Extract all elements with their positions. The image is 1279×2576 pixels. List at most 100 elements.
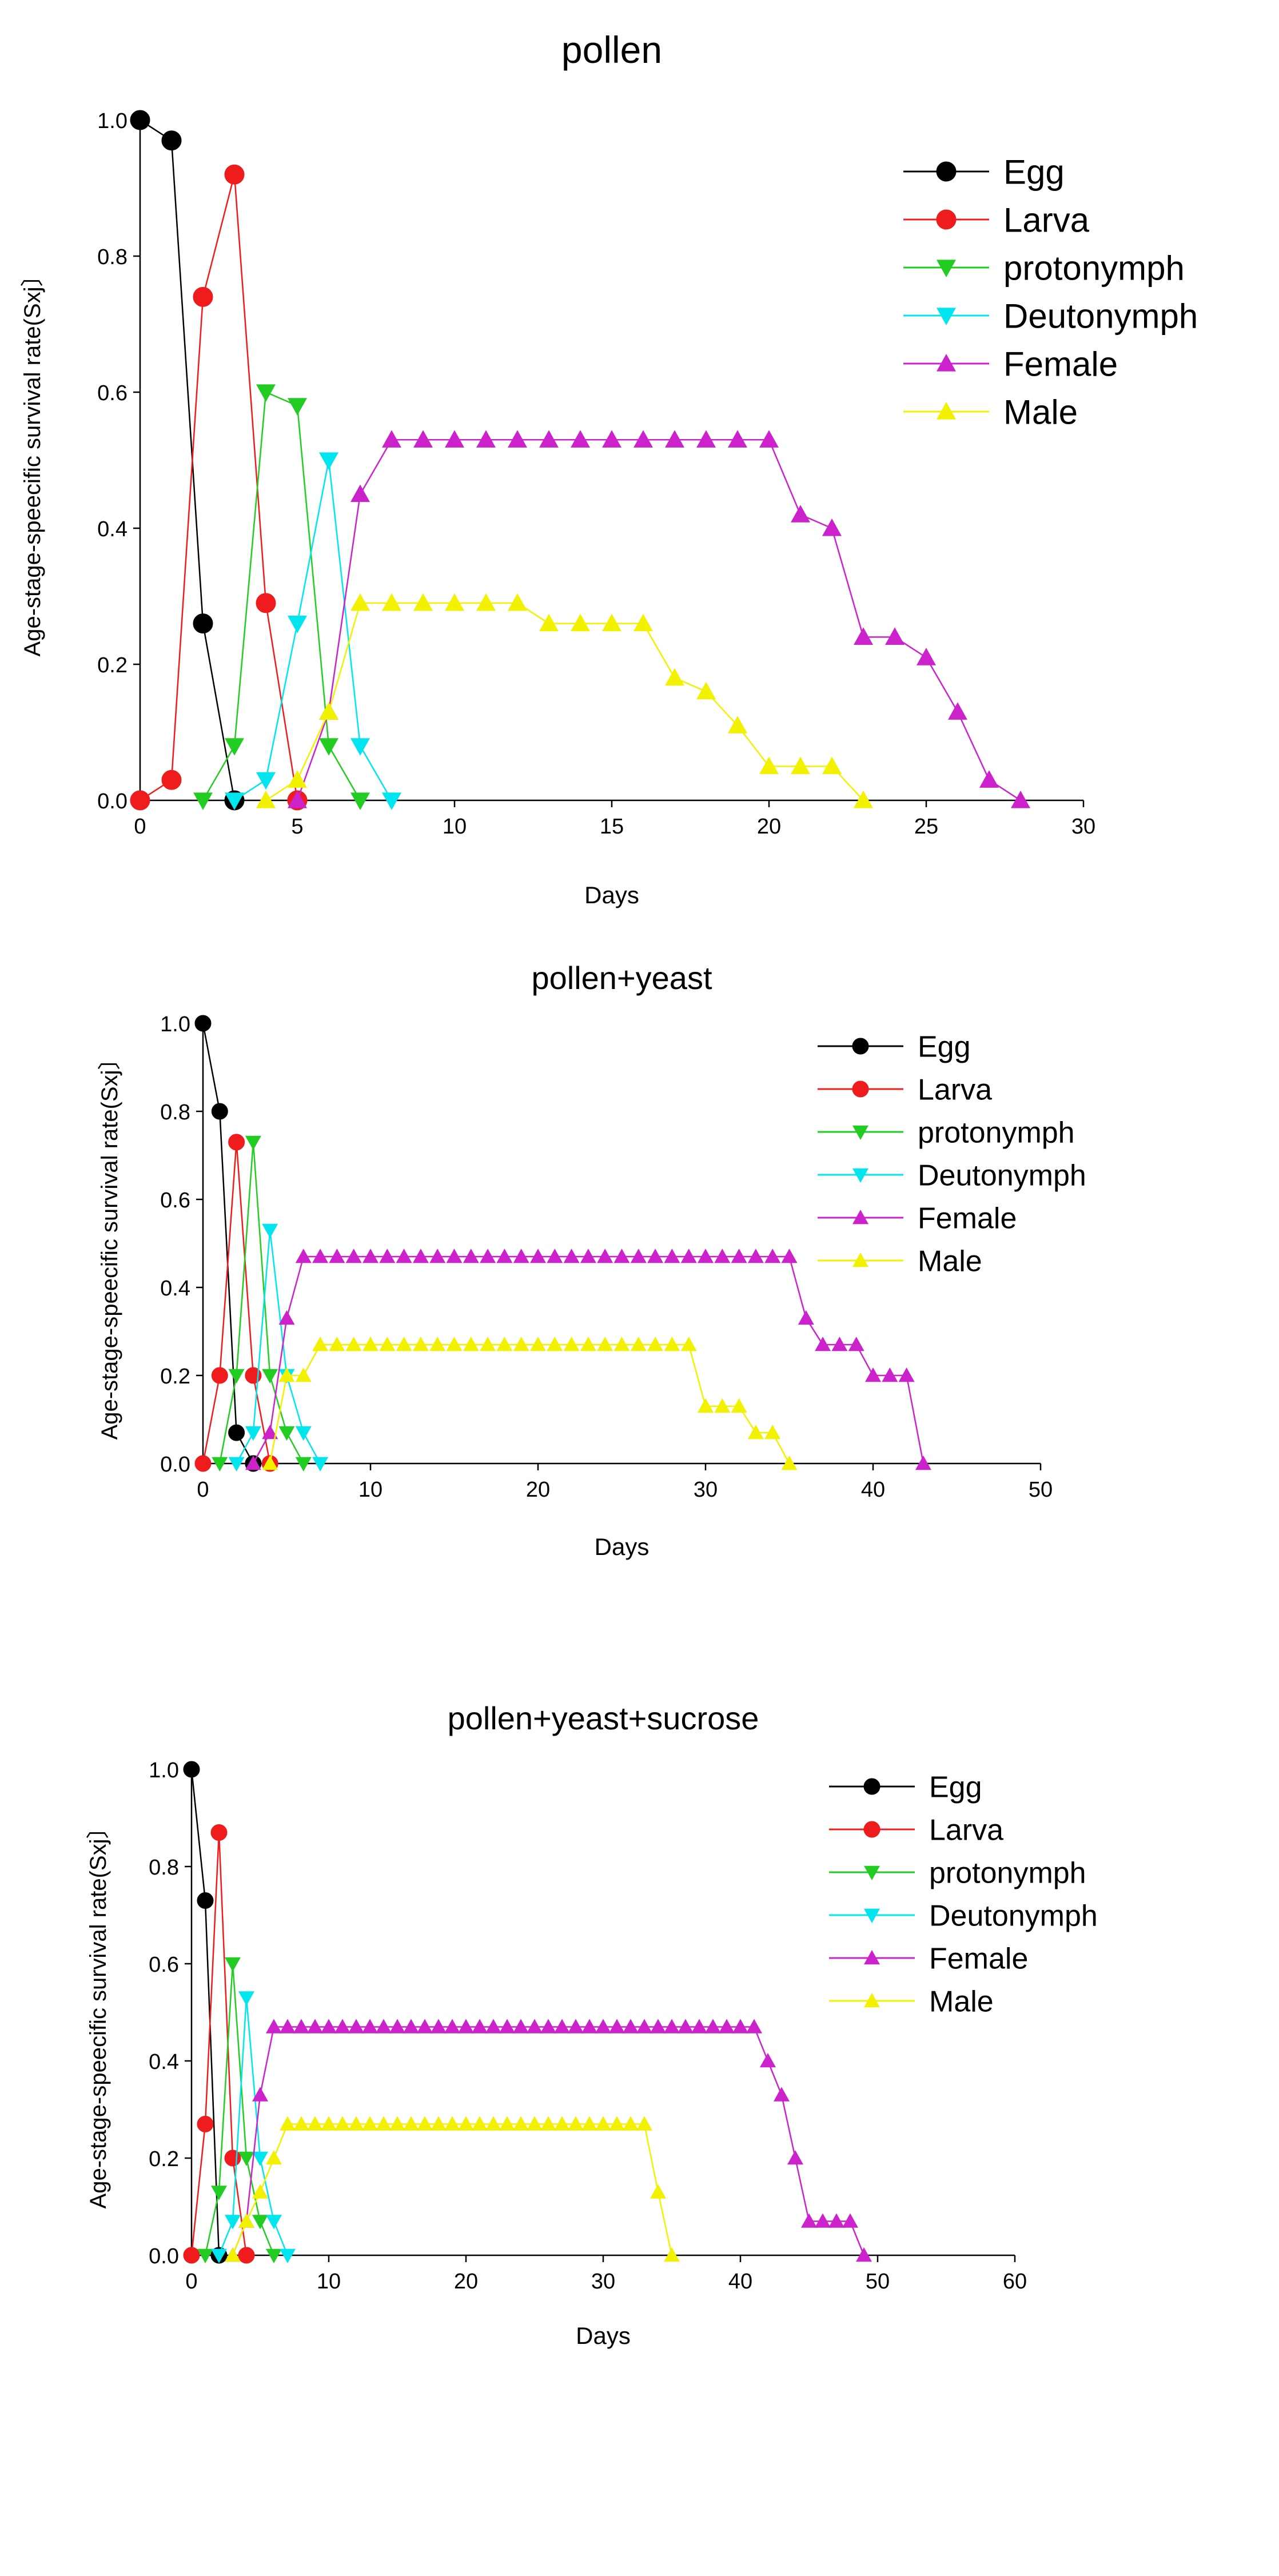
panel-3-point-female — [595, 2019, 611, 2033]
panel-3-y-label: Age-stage-speecific survival rate(Sxj〕 — [86, 1816, 111, 2209]
panel-1-y-label: Age-stage-speecific survival rate(Sxj〕 — [20, 264, 45, 657]
panel-3-point-female — [252, 2087, 268, 2102]
panel-2-point-male — [664, 1337, 680, 1351]
panel-1-legend-marker — [937, 308, 956, 325]
panel-1-point-larva — [130, 790, 150, 811]
panel-1-point-female — [948, 702, 967, 720]
panel-1: pollen 0.0 0.2 0.4 0.6 0.8 1.0 0 5 10 15 20 25 30 Days… — [20, 29, 1198, 908]
panel-1-series-larva — [130, 164, 308, 811]
panel-2-series-protonymph — [212, 1135, 312, 1472]
panel-2-point-female — [630, 1249, 647, 1263]
panel-1-point-male — [413, 593, 433, 611]
panel-1-point-male — [539, 613, 559, 632]
panel-1-series-deutonymph — [225, 452, 401, 810]
panel-1-line-larva — [140, 174, 298, 801]
panel-1-y-tick-label: 0.0 — [97, 789, 127, 814]
panel-2-point-female — [647, 1249, 664, 1263]
panel-1-x-label: Days — [584, 882, 639, 908]
panel-1-line-female — [296, 439, 1021, 801]
panel-1-point-male — [288, 770, 307, 788]
panel-2-point-female — [396, 1249, 412, 1263]
panel-3-point-female — [705, 2019, 721, 2033]
panel-1-point-female — [665, 430, 684, 448]
panel-1-point-male — [633, 613, 653, 632]
panel-2-point-female — [680, 1249, 697, 1263]
panel-2-legend-marker — [852, 1080, 869, 1098]
panel-1-point-protonymph — [193, 792, 213, 810]
panel-3-legend-marker — [864, 1950, 880, 1965]
panel-3-point-deutonymph — [280, 2248, 296, 2263]
panel-3-point-male — [458, 2116, 474, 2131]
panel-1-point-female — [445, 430, 464, 448]
panel-3-point-female — [540, 2019, 556, 2033]
panel-2-line-female — [252, 1255, 925, 1464]
panel-1-point-male — [791, 756, 810, 775]
panel-2-legend-marker — [852, 1210, 868, 1225]
panel-2-point-egg — [194, 1015, 212, 1032]
panel-1-point-protonymph — [319, 738, 338, 756]
panel-1-y-tick-label: 0.4 — [97, 517, 127, 541]
panel-3-point-male — [431, 2116, 447, 2131]
panel-1-y-tick-label: 0.2 — [97, 653, 127, 677]
panel-2-point-female — [597, 1249, 613, 1263]
panel-1-point-male — [508, 593, 527, 611]
panel-3-x-tick-label: 10 — [317, 2270, 341, 2294]
panel-3-point-female — [650, 2019, 666, 2033]
panel-2-point-deutonymph — [228, 1457, 245, 1472]
panel-1-point-protonymph — [256, 384, 276, 402]
panel-2-point-male — [429, 1337, 446, 1351]
panel-3-point-female — [307, 2019, 323, 2033]
panel-3-point-female — [485, 2019, 501, 2033]
panel-2-legend-marker — [852, 1253, 868, 1267]
panel-3-point-female — [513, 2019, 529, 2033]
panel-1-title: pollen — [561, 29, 662, 71]
panel-2-legend-marker — [852, 1038, 869, 1055]
panel-3-legend-marker — [864, 1993, 880, 2008]
panel-2-point-female — [329, 1249, 345, 1263]
panel-3-x-tick-label: 30 — [591, 2270, 615, 2294]
panel-3-point-female — [623, 2019, 639, 2033]
panel-2-point-female — [915, 1456, 931, 1470]
panel-2-point-protonymph — [295, 1457, 312, 1472]
panel-3-point-deutonymph — [238, 1991, 254, 2006]
panel-2-legend-label: Larva — [918, 1074, 992, 1107]
panel-3-point-female — [431, 2019, 447, 2033]
panel-3-point-male — [444, 2116, 460, 2131]
panel-3-legend: Egg Larva protonymph Deutonymph Female Male — [829, 1771, 1098, 2019]
panel-1-point-female — [413, 430, 433, 448]
panel-2-point-female — [815, 1337, 831, 1351]
panel-3-legend-marker — [864, 1908, 880, 1923]
panel-2-series-deutonymph — [228, 1223, 329, 1472]
panel-1-x-tick-label: 5 — [291, 815, 303, 839]
panel-3-point-female — [691, 2019, 707, 2033]
panel-1-point-egg — [193, 613, 213, 634]
panel-1-series-female — [288, 430, 1030, 808]
panel-1-point-male — [319, 702, 338, 720]
panel-2-y-tick-label: 0.0 — [160, 1453, 190, 1477]
panel-2-point-deutonymph — [312, 1457, 329, 1472]
panel-2-x-tick-label: 50 — [1029, 1478, 1053, 1502]
panel-3-point-male — [252, 2184, 268, 2199]
panel-3-y-tick-label: 0.2 — [149, 2147, 179, 2171]
panel-3-point-male — [307, 2116, 323, 2131]
panel-1-point-male — [696, 681, 716, 700]
panel-1-point-female — [350, 484, 370, 503]
panel-1-point-male — [382, 593, 401, 611]
panel-3-legend-label: Deutonymph — [929, 1900, 1098, 1933]
panel-3-point-male — [499, 2116, 515, 2131]
panel-2-legend-label: Egg — [918, 1031, 971, 1064]
panel-3-point-male — [334, 2116, 350, 2131]
panel-2-point-male — [580, 1337, 596, 1351]
panel-2-point-male — [764, 1425, 781, 1439]
panel-3-point-female — [321, 2019, 337, 2033]
panel-2-point-male — [747, 1425, 764, 1439]
panel-2-point-male — [463, 1337, 479, 1351]
panel-3-point-female — [417, 2019, 433, 2033]
panel-1-point-female — [476, 430, 496, 448]
panel-2-point-male — [362, 1337, 378, 1351]
panel-2-point-male — [630, 1337, 647, 1351]
panel-1-point-deutonymph — [288, 616, 307, 633]
panel-3-point-male — [280, 2116, 296, 2131]
panel-1-point-deutonymph — [319, 452, 338, 470]
